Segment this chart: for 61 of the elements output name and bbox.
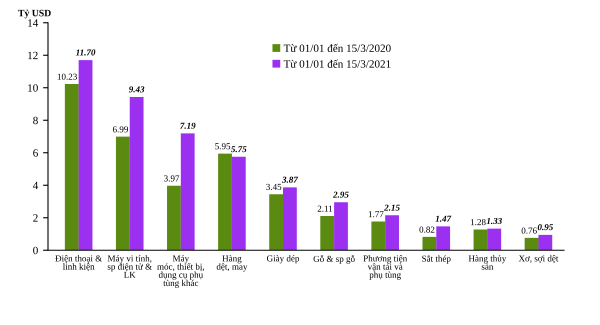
data-label: 3.97 <box>164 175 180 182</box>
y-tick-label: 0 <box>33 246 38 254</box>
legend-label: Từ 01/01 đến 15/3/2021 <box>284 60 390 68</box>
data-label: 11.70 <box>76 49 96 56</box>
bar <box>538 234 552 250</box>
x-tick-label: Sắt thép <box>422 255 451 264</box>
y-tick-label: 14 <box>28 19 38 27</box>
bar <box>283 187 297 250</box>
data-label: 1.47 <box>435 216 452 222</box>
y-tick-label: 12 <box>28 52 38 60</box>
x-tick-label: Điện thoại & linh kiện <box>55 255 102 272</box>
x-tick-label: Phương tiện vận tải và phụ tùng <box>363 255 408 280</box>
data-label: 5.95 <box>215 143 230 150</box>
data-label: 3.45 <box>266 184 282 190</box>
y-tick-label: 10 <box>28 84 38 92</box>
data-label: 7.19 <box>180 122 196 129</box>
data-label: 1.33 <box>486 218 502 224</box>
x-tick-label: Máy vi tính, sp điện tử & LK <box>108 255 152 278</box>
bar <box>334 202 348 250</box>
y-axis-title: Tỷ USD <box>18 10 51 18</box>
x-tick-label: Hàng thủy sản <box>468 255 506 270</box>
bar <box>436 226 450 250</box>
bar <box>180 133 195 250</box>
x-tick-label: Giày dép <box>266 255 300 264</box>
x-tick-label: Hàng dệt, may <box>216 255 248 272</box>
y-tick-label: 2 <box>33 214 38 222</box>
bar <box>78 60 92 250</box>
bar <box>524 238 538 250</box>
data-label: 6.99 <box>112 126 128 132</box>
bar <box>422 236 436 250</box>
data-label: 0.76 <box>522 228 537 234</box>
data-label: 1.77 <box>368 211 384 218</box>
x-tick-label: Xơ, sợi dệt <box>518 255 558 263</box>
bar <box>385 215 399 250</box>
bar <box>130 97 144 250</box>
data-label: 0.82 <box>419 226 434 233</box>
data-label: 1.28 <box>470 219 486 226</box>
y-tick-label: 4 <box>32 182 38 190</box>
bar <box>232 156 246 250</box>
x-tick-label: Gỗ & sp gỗ <box>314 255 355 264</box>
y-tick-label: 8 <box>33 116 38 124</box>
bar <box>218 154 232 250</box>
y-tick-label: 6 <box>33 149 38 157</box>
bar <box>64 84 79 250</box>
bar <box>167 186 181 250</box>
x-tick-label: Máy móc, thiết bị, dụng cụ phụ tùng khác <box>157 255 204 288</box>
legend-label: Từ 01/01 đến 15/3/2020 <box>284 44 391 52</box>
data-label: 10.23 <box>58 74 77 80</box>
bar <box>487 228 502 250</box>
bar <box>320 216 334 250</box>
bar <box>116 136 130 250</box>
data-label: 2.95 <box>332 192 349 198</box>
bar <box>371 221 386 250</box>
data-label: 9.43 <box>128 86 144 92</box>
data-label: 5.75 <box>231 146 246 152</box>
data-label: 2.11 <box>318 206 332 212</box>
bar <box>269 194 284 250</box>
data-label: 2.15 <box>384 204 400 211</box>
data-label: 3.87 <box>282 176 298 183</box>
data-label: 0.95 <box>538 224 554 230</box>
bar <box>474 229 488 250</box>
